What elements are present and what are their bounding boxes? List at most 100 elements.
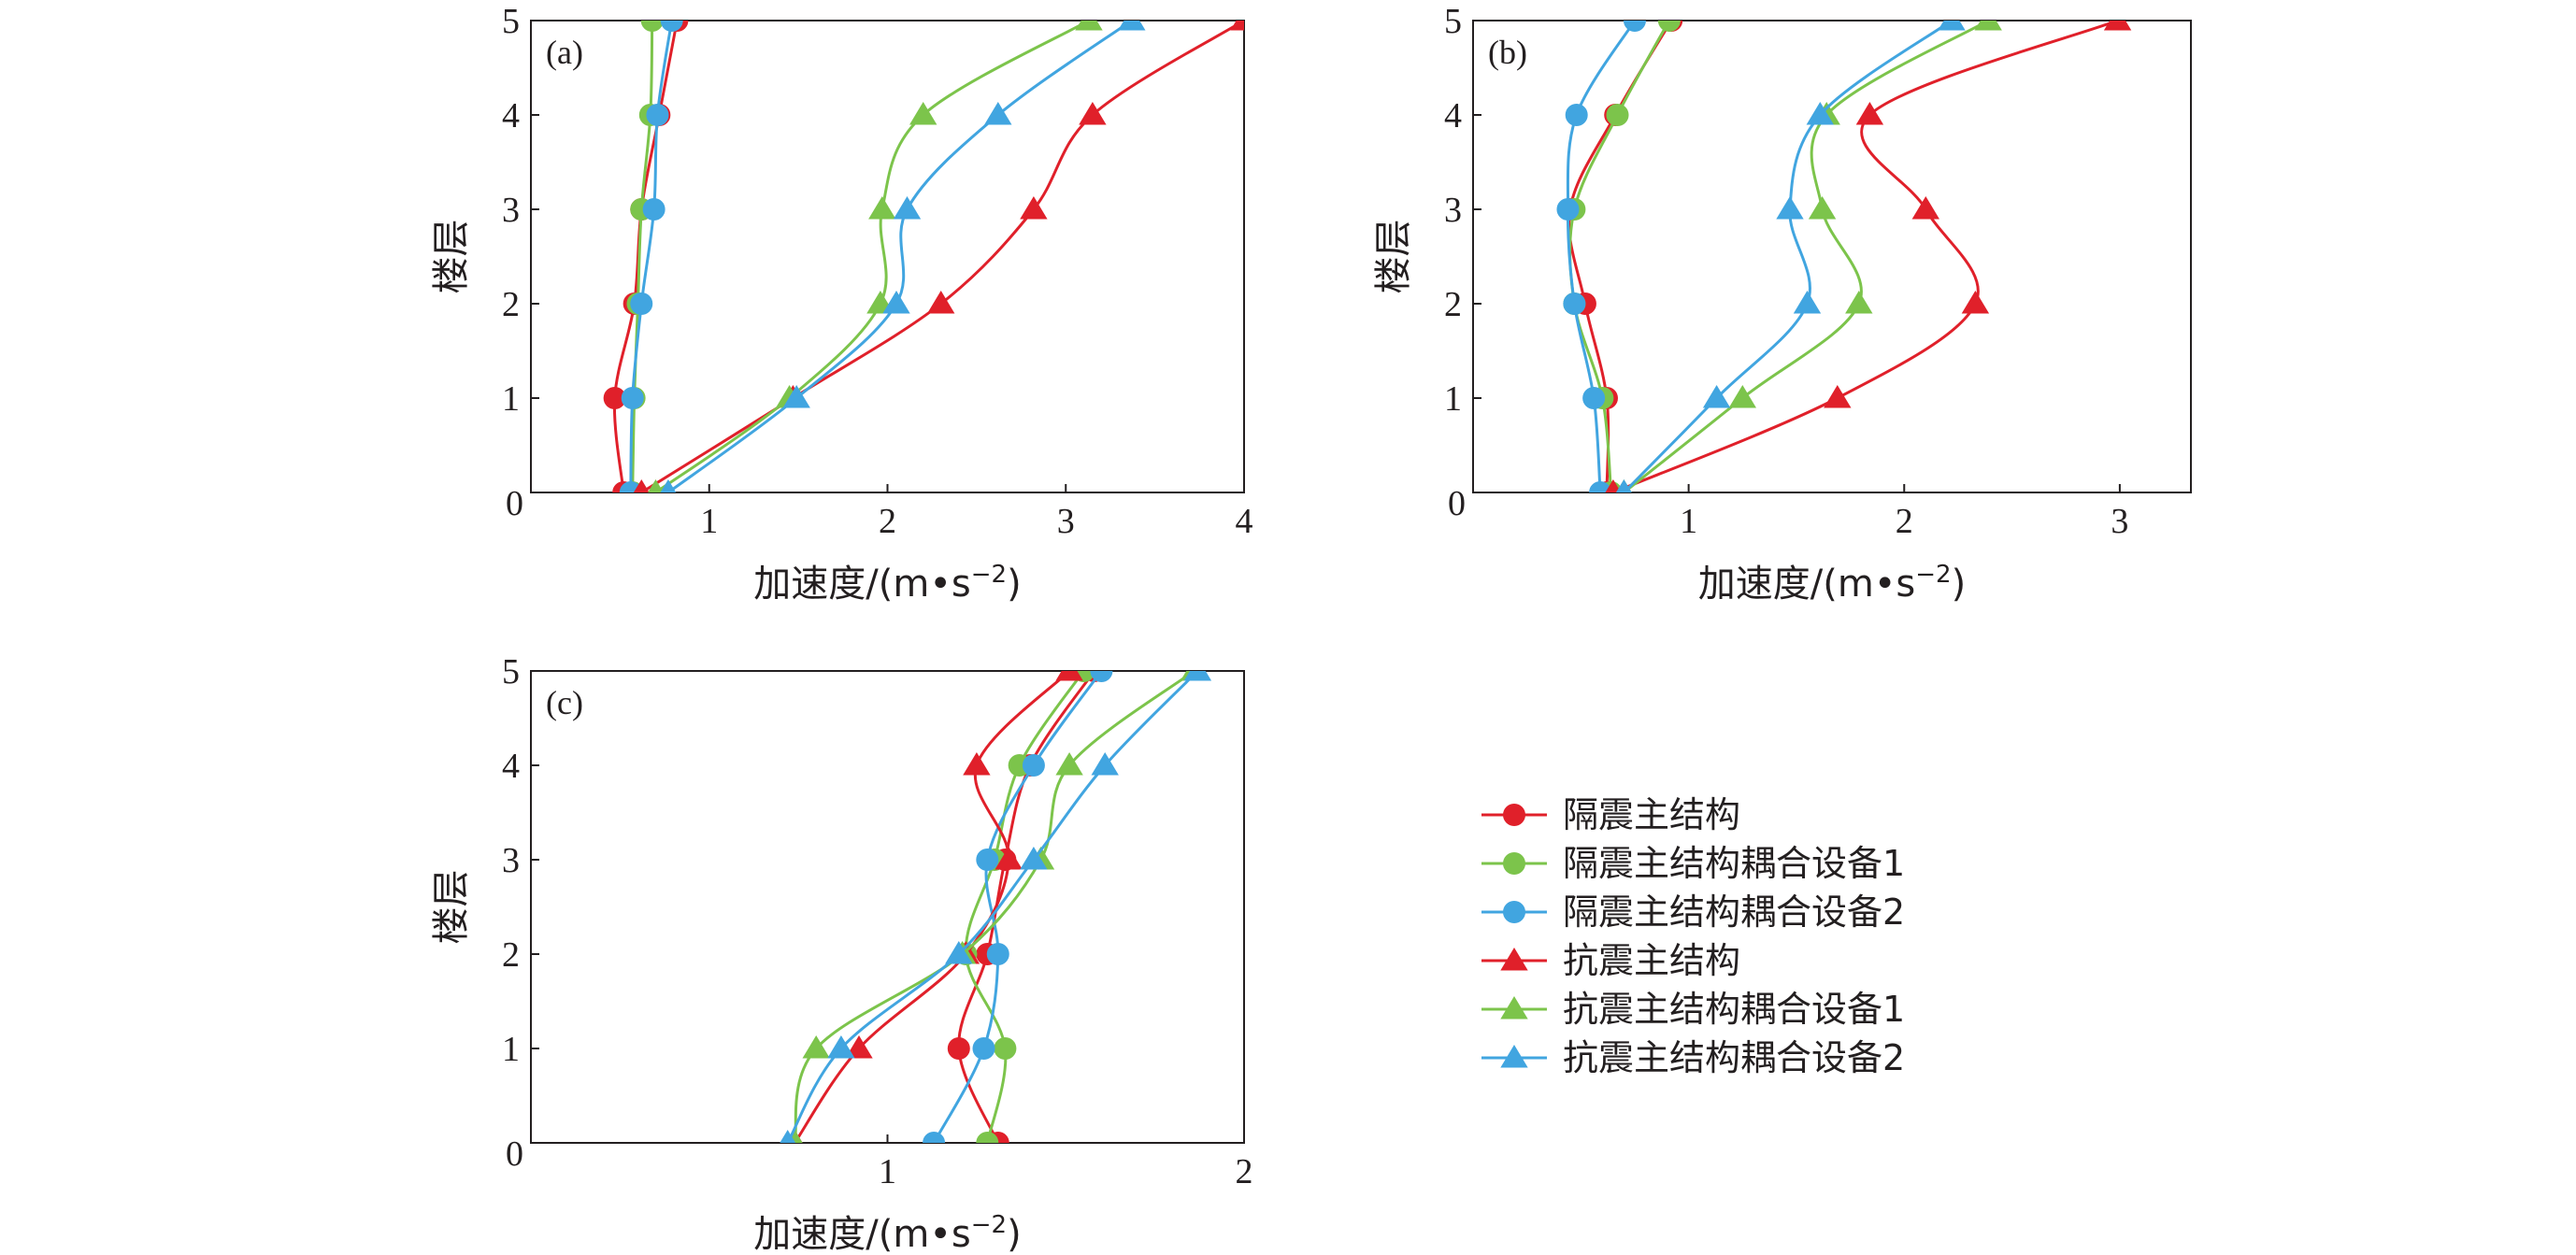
data-point [1563,292,1586,315]
x-tick-label: 0 [1448,484,1466,523]
data-point [648,479,664,492]
legend-marker [1503,852,1525,875]
series-line [1568,21,1671,492]
data-point [963,752,991,776]
data-point [1657,21,1681,32]
legend-item: 隔震主结构耦合设备1 [1481,843,1905,884]
data-point [882,291,910,314]
data-point [945,941,973,964]
data-point [893,196,922,220]
x-axis-label: 加速度/(m•s−2) [753,561,1021,606]
data-point [1556,198,1580,221]
data-point [642,198,665,221]
data-point [1022,754,1045,777]
data-point [1055,752,1083,776]
legend-item: 隔震主结构 [1481,794,1740,835]
series-blue-circle [1556,21,1646,492]
data-point [1118,21,1146,31]
series-red-triangle [633,21,1244,492]
series-green-circle [621,21,664,492]
series-green-circle [954,671,1095,1143]
data-point [1702,385,1731,408]
legend-label: 隔震主结构耦合设备2 [1563,891,1905,933]
data-point [1793,291,1822,314]
series-blue-circle [923,671,1113,1143]
data-point [1623,21,1646,32]
data-point [1776,196,1804,220]
x-tick-label: 2 [1896,502,1913,541]
data-point [1806,102,1834,125]
data-point [630,292,653,315]
y-tick-label: 5 [502,652,520,692]
legend-item: 抗震主结构耦合设备2 [1481,1037,1905,1078]
data-point [1845,291,1873,314]
data-point [1020,196,1048,220]
data-point [802,1035,830,1059]
series-line [1566,21,1637,492]
x-tick-label: 2 [879,502,896,541]
y-tick-label: 3 [502,841,520,880]
data-point [1582,387,1606,409]
legend-marker [1500,1045,1528,1068]
data-point [1020,847,1048,870]
data-point [640,21,664,32]
data-point [927,291,955,314]
y-tick-label: 4 [502,747,520,786]
y-tick-label: 3 [1444,191,1462,230]
data-point [972,1037,995,1060]
data-point [986,943,1009,965]
data-point [1961,291,1990,314]
data-point [909,102,937,125]
data-point [2103,21,2132,31]
data-point [1055,671,1083,681]
series-blue-triangle [780,671,1212,1143]
legend-marker [1500,996,1528,1020]
data-point [947,1037,970,1060]
series-line [654,21,1090,492]
series-blue-triangle [1615,21,1966,492]
series-line [1612,21,2119,492]
data-point [1855,102,1884,125]
data-point [827,1035,855,1059]
series-green-triangle [1615,21,2002,492]
series-red-circle [1558,21,1683,492]
series-red-circle [603,21,689,492]
series-blue-circle [619,21,683,492]
x-tick-label: 1 [700,502,718,541]
legend-label: 抗震主结构 [1563,940,1740,981]
legend-item: 抗震主结构 [1481,940,1740,981]
data-point [1183,671,1212,681]
series-line [964,671,1085,1143]
panel-label: (c) [546,684,583,721]
data-point [1808,196,1837,220]
series-line [640,21,1244,492]
data-point [845,1035,873,1059]
series-line [1623,21,1989,492]
legend-marker [1503,804,1525,826]
legend-label: 抗震主结构耦合设备1 [1563,989,1905,1030]
data-point [603,387,626,409]
data-point [1605,479,1622,492]
data-point [782,385,810,408]
data-point [633,479,650,492]
x-axis-label: 加速度/(m•s−2) [1698,561,1966,606]
data-point [1565,104,1588,126]
chart-panel-c: 1 2 0 1 2 3 4 5 (c) 加速度/(m•s−2) 楼层 [430,652,1253,1255]
series-green-triangle [786,671,1209,1143]
x-tick-label: 3 [2111,502,2128,541]
data-point [1615,479,1632,492]
legend-marker [1500,948,1528,971]
legend-marker [1503,901,1525,923]
x-axis-label: 加速度/(m•s−2) [753,1211,1021,1255]
y-axis-label: 楼层 [430,220,473,294]
y-tick-label: 4 [502,96,520,135]
y-tick-label: 1 [1444,379,1462,419]
series-green-circle [1563,21,1681,492]
data-point [1090,671,1113,682]
y-tick-label: 4 [1444,96,1462,135]
data-point [1728,385,1756,408]
data-point [1091,752,1119,776]
data-point [994,1037,1017,1060]
series-line [932,671,1103,1143]
